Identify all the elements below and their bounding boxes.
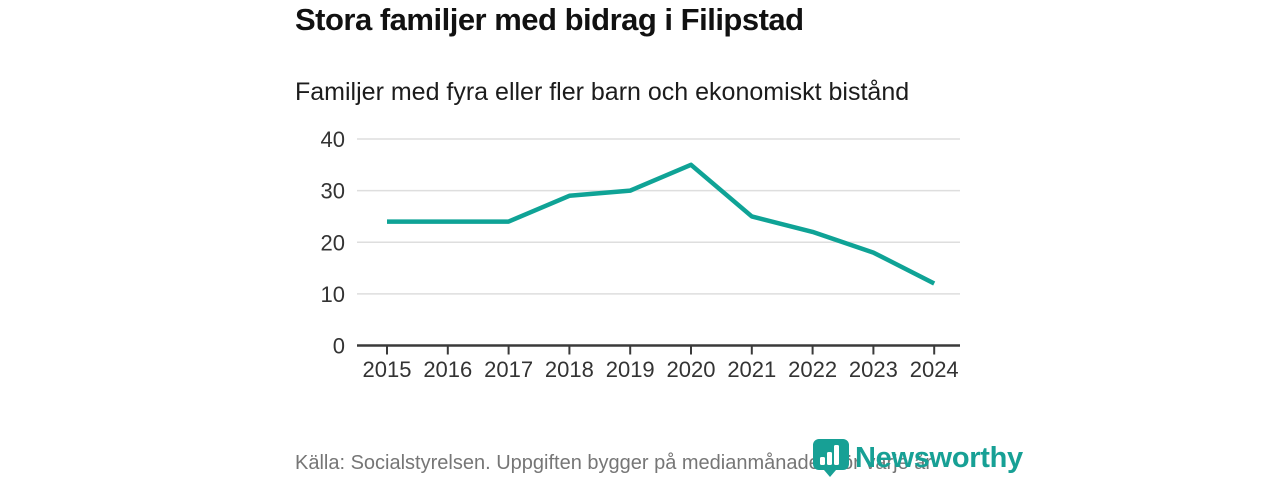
x-axis-tick-label: 2018 xyxy=(545,357,594,382)
line-chart-svg: 0 10 20 30 40 2015 2016 2017 2018 2019 2020 2021 202… xyxy=(321,127,960,382)
y-axis-tick-label: 30 xyxy=(321,179,345,204)
footer: Källa: Socialstyrelsen. Uppgiften bygger… xyxy=(295,452,995,480)
x-axis-tick-label: 2021 xyxy=(727,357,776,382)
y-axis-tick-label: 0 xyxy=(333,334,345,359)
x-axis-tick-label: 2016 xyxy=(423,357,472,382)
chart-title: Stora familjer med bidrag i Filipstad xyxy=(295,2,804,37)
x-axis-tick-label: 2017 xyxy=(484,357,533,382)
newsworthy-logo-icon xyxy=(813,439,849,477)
line-chart: 0 10 20 30 40 2015 2016 2017 2018 2019 2020 2021 202… xyxy=(280,120,980,390)
y-axis-tick-label: 40 xyxy=(321,127,345,152)
data-line xyxy=(387,162,936,286)
newsworthy-logo: Newsworthy xyxy=(812,438,1023,478)
chart-subtitle: Familjer med fyra eller fler barn och ek… xyxy=(295,78,910,106)
x-axis-tick-label: 2019 xyxy=(606,357,655,382)
x-axis-tick-label: 2024 xyxy=(910,357,959,382)
x-axis-tick-label: 2020 xyxy=(667,357,716,382)
newsworthy-wordmark: Newsworthy xyxy=(855,442,1023,474)
source-note: Källa: Socialstyrelsen. Uppgiften bygger… xyxy=(295,452,933,474)
x-axis-tick-label: 2015 xyxy=(363,357,412,382)
x-axis-tick-label: 2022 xyxy=(788,357,837,382)
x-axis-tick-label: 2023 xyxy=(849,357,898,382)
y-axis-tick-label: 20 xyxy=(321,230,345,255)
y-axis-tick-label: 10 xyxy=(321,282,345,307)
